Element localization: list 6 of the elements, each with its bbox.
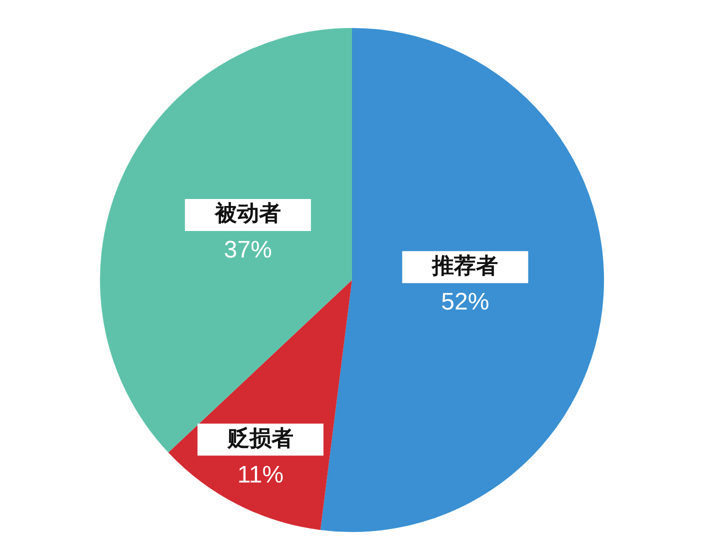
data-label: 37% (224, 236, 272, 264)
slice-label: 贬损者 (226, 426, 294, 452)
slice-label: 被动者 (214, 202, 281, 227)
data-label: 11% (237, 461, 284, 488)
data-label: 52% (441, 288, 490, 316)
slice-label: 推荐者 (431, 254, 498, 279)
